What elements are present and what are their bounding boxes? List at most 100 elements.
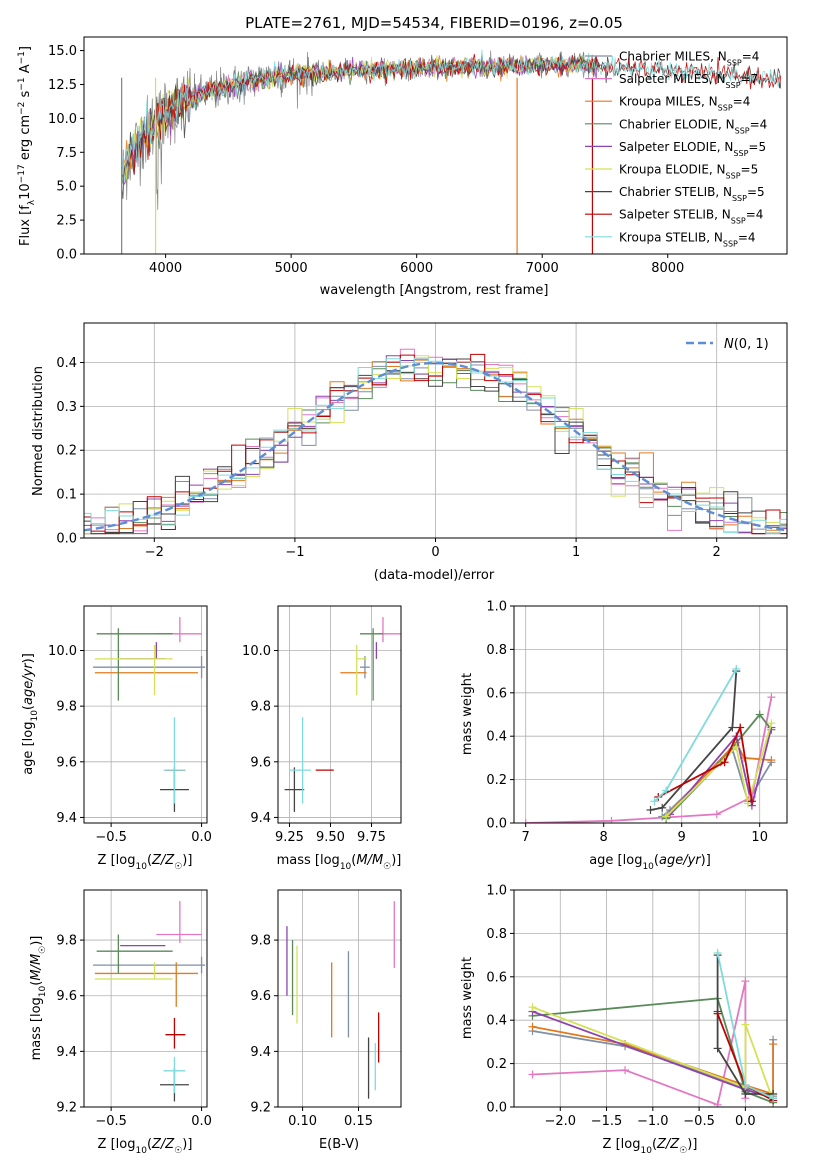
x-tick-label: 8 <box>600 830 608 845</box>
label-part: 10 <box>642 862 654 872</box>
x-tick-label: −0.5 <box>683 1114 715 1129</box>
axes-frame <box>83 36 788 255</box>
label-part: −17 <box>17 164 27 183</box>
y-tick-label: 0.4 <box>486 730 507 745</box>
label-part: −1 <box>17 51 27 64</box>
weight-Z-xlabel: Z [log10(Z/Z☉)] <box>603 1137 698 1156</box>
legend-part: SSP <box>727 58 742 67</box>
weight-line-salpeter_stelib <box>657 724 753 802</box>
legend-part: N <box>724 337 734 352</box>
y-tick-label: 0.1 <box>56 488 77 503</box>
label-part: age/yr <box>21 662 36 705</box>
weight-line-chabrier_elodie <box>532 997 774 1104</box>
y-tick-label: 12.5 <box>48 78 77 93</box>
y-tick-label: 0.0 <box>56 532 77 547</box>
x-tick-label: 8000 <box>651 261 684 276</box>
x-tick-label: 9.50 <box>316 830 345 845</box>
x-tick-label: 9.25 <box>275 830 304 845</box>
age-Z-ylabel: age [log10(age/yr)] <box>21 653 40 775</box>
label-part: ☉ <box>38 946 48 954</box>
mass-Z-xlabel: Z [log10(Z/Z☉)] <box>98 1137 193 1156</box>
age-Z-xlabel: Z [log10(Z/Z☉)] <box>98 853 193 872</box>
x-tick-label: −1.5 <box>591 1114 623 1129</box>
ebv-xlabel: E(B-V) <box>319 1137 359 1152</box>
x-tick-label: 9.75 <box>357 830 386 845</box>
y-tick-label: 9.6 <box>56 755 77 770</box>
x-tick-label: 0.0 <box>191 830 212 845</box>
label-part: )] <box>182 853 192 868</box>
label-part: age [log <box>589 853 642 868</box>
weight-age-xlabel: age [log10(age/yr)] <box>589 853 711 872</box>
y-tick-label: 15.0 <box>48 44 77 59</box>
x-tick-label: 1 <box>572 545 580 560</box>
legend-part: =4 <box>733 95 751 109</box>
label-part: 10 <box>640 1146 652 1156</box>
axes-mass_vs_ebv <box>278 890 401 1108</box>
legend-entry: Kroupa MILES, NSSP=4 <box>619 95 750 113</box>
label-part: 10 <box>18 183 33 200</box>
legend-part: SSP <box>735 126 750 135</box>
x-tick-label: 0.0 <box>735 1114 756 1129</box>
y-tick-label: 0.0 <box>56 248 77 263</box>
legend-part: =5 <box>741 163 759 177</box>
label-part: ☉ <box>174 1146 182 1156</box>
legend-part: SSP <box>733 148 748 157</box>
label-part: ( <box>21 705 36 710</box>
label-part: age/yr <box>659 853 702 868</box>
y-tick-label: 9.4 <box>56 1045 77 1060</box>
label-part: −2 <box>17 102 27 115</box>
label-part: ( <box>351 853 356 868</box>
x-tick-label: −1 <box>285 545 304 560</box>
normal-curve <box>84 361 787 532</box>
label-part: s <box>18 90 33 101</box>
residuals-xlabel: (data-model)/error <box>374 568 495 583</box>
histogram-salpeter_elodie <box>84 355 787 535</box>
x-tick-label: 0.0 <box>191 1114 212 1129</box>
y-tick-label: 1.0 <box>486 600 507 615</box>
y-tick-label: 9.8 <box>250 700 271 715</box>
errorbars-mass_vs_Z <box>93 901 206 1102</box>
spectrum-ylabel: Flux [fλ10−17 erg cm−2 s−1 A−1] <box>17 46 37 246</box>
label-part: A <box>18 64 33 77</box>
model-salpeter_elodie <box>121 53 600 186</box>
label-part: Flux [f <box>18 205 33 246</box>
weight-line-salpeter_miles <box>525 696 773 823</box>
model-kroupa_stelib <box>121 49 781 191</box>
x-tick-label: 4000 <box>149 261 182 276</box>
label-part: Z/Z <box>151 853 175 868</box>
label-part: )] <box>687 1137 697 1152</box>
axes-frame <box>83 605 208 824</box>
legend-entry: Kroupa STELIB, NSSP=4 <box>619 230 756 248</box>
age-mass-xlabel: mass [log10(M/M☉)] <box>277 853 402 872</box>
legend-entry: Salpeter STELIB, NSSP=4 <box>619 208 763 226</box>
y-tick-label: 0.2 <box>486 773 507 788</box>
y-tick-label: 2.5 <box>56 214 77 229</box>
label-part: ( <box>147 853 152 868</box>
legend-part: SSP <box>723 239 738 248</box>
label-part: mass [log <box>29 997 44 1060</box>
weight-line-kroupa_elodie <box>532 1006 774 1101</box>
legend-part: Chabrier MILES, N <box>619 50 727 64</box>
x-tick-label: 7 <box>522 830 530 845</box>
axes-age_vs_Z <box>84 606 207 823</box>
label-part: mass [log <box>277 853 340 868</box>
x-tick-label: 0 <box>431 545 439 560</box>
legend-part: =5 <box>748 140 766 154</box>
y-tick-label: 5.0 <box>56 180 77 195</box>
legend-part: (0, 1) <box>734 337 769 352</box>
label-part: ( <box>147 1137 152 1152</box>
label-part: 10 <box>38 985 48 997</box>
label-part: )] <box>182 1137 192 1152</box>
y-tick-label: 9.6 <box>250 755 271 770</box>
label-part: )] <box>29 936 44 946</box>
y-tick-label: 9.4 <box>250 1045 271 1060</box>
label-part: )] <box>701 853 711 868</box>
legend-entry: Kroupa ELODIE, NSSP=5 <box>619 163 758 181</box>
x-tick-label: 2 <box>713 545 721 560</box>
y-tick-label: 0.3 <box>56 400 77 415</box>
axes-frame <box>277 605 402 824</box>
legend-part: Salpeter MILES, N <box>619 72 726 86</box>
axes-frame <box>83 889 208 1108</box>
y-tick-label: 9.6 <box>56 989 77 1004</box>
